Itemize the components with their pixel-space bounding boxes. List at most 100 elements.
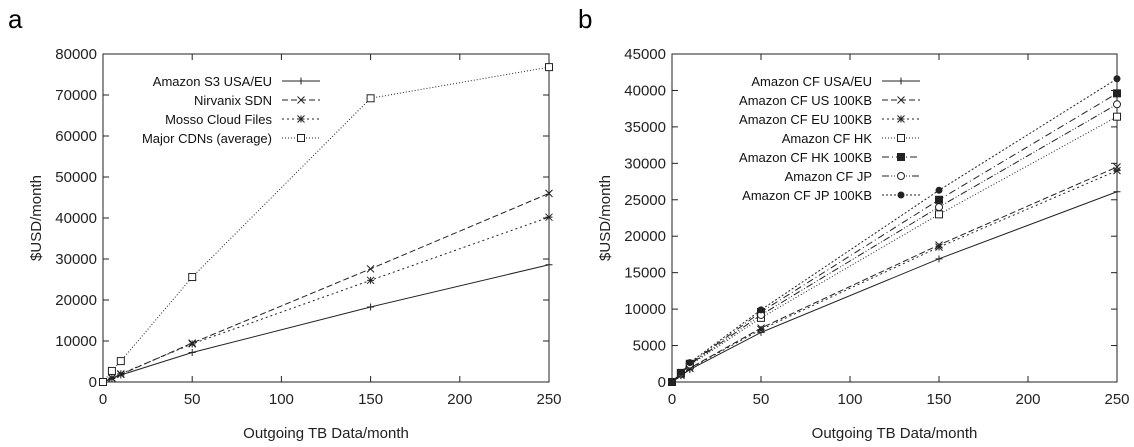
legend-label: Nirvanix SDN — [194, 93, 272, 108]
legend-label: Amazon S3 USA/EU — [153, 74, 272, 89]
series-line — [102, 264, 550, 383]
y-tick-label: 35000 — [624, 119, 666, 136]
data-point — [935, 203, 943, 212]
panel-label-b: b — [578, 4, 592, 34]
series-4 — [668, 112, 1121, 386]
y-tick-label: 50000 — [55, 169, 97, 186]
data-point — [1113, 166, 1121, 175]
series-line — [102, 216, 550, 383]
series-line — [102, 192, 550, 383]
y-tick-label: 70000 — [55, 87, 97, 104]
series-line — [671, 191, 1118, 383]
legend-entry: Mosso Cloud Files — [165, 112, 320, 127]
x-tick-label: 250 — [536, 391, 561, 408]
x-tick-label: 100 — [269, 391, 294, 408]
y-tick-label: 30000 — [624, 155, 666, 172]
data-point — [367, 303, 375, 311]
data-point — [1113, 112, 1121, 121]
legend-label: Amazon CF HK 100KB — [739, 150, 872, 165]
data-point — [1113, 188, 1121, 196]
legend-entry: Amazon CF HK — [782, 131, 920, 146]
y-tick-label: 10000 — [55, 333, 97, 350]
data-point — [677, 369, 685, 377]
legend-entry: Amazon CF USA/EU — [751, 74, 920, 89]
data-point — [366, 264, 375, 273]
data-point — [1113, 163, 1121, 171]
y-tick-label: 5000 — [633, 338, 666, 355]
y-tick-label: 45000 — [624, 46, 666, 63]
x-axis-title: Outgoing TB Data/month — [243, 425, 409, 442]
data-point — [108, 374, 116, 382]
plot-frame — [102, 53, 550, 383]
legend-entry: Amazon S3 USA/EU — [153, 74, 320, 89]
data-point — [188, 340, 197, 348]
data-point — [668, 378, 676, 386]
y-tick-label: 15000 — [624, 265, 666, 282]
data-point — [1113, 75, 1121, 83]
data-point — [757, 306, 765, 314]
series-line — [102, 66, 550, 383]
legend-label: Amazon CF USA/EU — [751, 74, 872, 89]
legend-entry: Amazon CF JP — [785, 169, 920, 184]
data-point — [1113, 89, 1121, 98]
series-5 — [668, 89, 1121, 386]
series-2 — [668, 163, 1121, 386]
legend-entry: Amazon CF JP 100KB — [742, 188, 920, 203]
data-point — [545, 213, 553, 222]
legend-label: Amazon CF EU 100KB — [739, 112, 872, 127]
y-tick-label: 10000 — [624, 301, 666, 318]
legend-swatch-marker — [897, 77, 905, 85]
series-7 — [668, 75, 1121, 386]
legend-swatch-marker — [297, 77, 305, 85]
data-point — [99, 378, 107, 386]
y-tick-label: 20000 — [624, 228, 666, 245]
data-point — [545, 261, 553, 269]
series-line — [671, 103, 1118, 383]
x-axis-title: Outgoing TB Data/month — [812, 425, 978, 442]
data-point — [107, 366, 116, 375]
y-tick-label: 0 — [658, 374, 666, 391]
legend-label: Major CDNs (average) — [142, 131, 272, 146]
y-tick-label: 40000 — [624, 82, 666, 99]
legend-swatch-marker — [297, 96, 305, 104]
legend-label: Amazon CF US 100KB — [739, 93, 872, 108]
series-line — [671, 92, 1118, 383]
legend-entry: Nirvanix SDN — [194, 93, 320, 108]
legend-entry: Amazon CF EU 100KB — [739, 112, 920, 127]
data-point — [757, 325, 765, 334]
legend-swatch-marker — [297, 134, 305, 142]
y-tick-label: 60000 — [55, 128, 97, 145]
x-tick-label: 200 — [447, 391, 472, 408]
legend-entry: Major CDNs (average) — [142, 131, 320, 146]
legend-swatch-marker — [897, 153, 905, 161]
y-tick-label: 80000 — [55, 46, 97, 63]
x-tick-label: 200 — [1015, 391, 1040, 408]
series-1 — [668, 188, 1121, 386]
legend-label: Mosso Cloud Files — [165, 112, 272, 127]
y-axis-title: $USD/month — [28, 175, 45, 261]
x-tick-label: 0 — [99, 391, 107, 408]
data-point — [366, 94, 375, 103]
x-tick-label: 150 — [358, 391, 383, 408]
data-point — [935, 243, 943, 252]
data-point — [1113, 100, 1121, 109]
chart-panel-a: 0 10000 20000 30000 40000 50000 60000 70000 8000… — [28, 46, 562, 442]
data-point — [545, 63, 553, 72]
legend-swatch-marker — [897, 172, 905, 180]
data-point — [545, 189, 553, 198]
x-tick-label: 0 — [668, 391, 676, 408]
x-tick-label: 150 — [926, 391, 951, 408]
legend-entry: Amazon CF US 100KB — [739, 93, 920, 108]
legend-swatch-marker — [897, 191, 905, 199]
series-4 — [99, 63, 553, 386]
series-line — [671, 170, 1118, 383]
legend-swatch-marker — [897, 96, 905, 104]
y-tick-label: 30000 — [55, 251, 97, 268]
legend-label: Amazon CF HK — [782, 131, 873, 146]
data-point — [935, 195, 943, 204]
y-tick-label: 20000 — [55, 292, 97, 309]
x-tick-label: 50 — [184, 391, 201, 408]
data-point — [116, 369, 125, 378]
data-point — [935, 210, 943, 219]
